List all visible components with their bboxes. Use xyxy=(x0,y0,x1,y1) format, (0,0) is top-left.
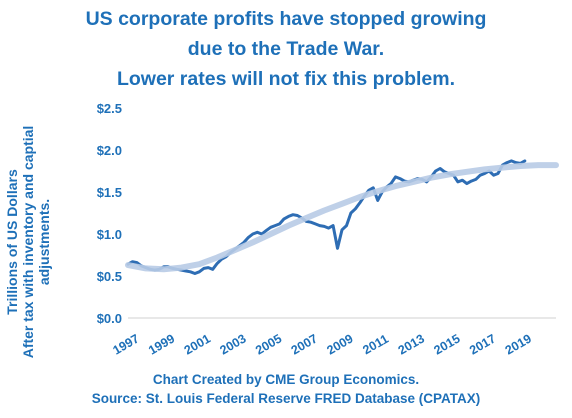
x-tick-label: 2001 xyxy=(182,331,213,357)
x-tick-label: 1999 xyxy=(146,331,177,357)
source-line: Source: St. Louis Federal Reserve FRED D… xyxy=(91,391,481,406)
y-axis-label: Trillions of US Dollars After tax with i… xyxy=(4,126,52,359)
chart-title-line-3: Lower rates will not fix this problem. xyxy=(116,68,456,90)
chart-title-line-1: US corporate profits have stopped growin… xyxy=(85,8,487,30)
x-tick-label: 2007 xyxy=(289,331,320,357)
y-tick-label: $1.0 xyxy=(97,227,122,242)
y-axis-label-line-2: After tax with inventory and captial xyxy=(20,126,36,359)
y-tick-label: $2.5 xyxy=(97,101,122,116)
credit-line: Chart Created by CME Group Economics. xyxy=(152,372,420,387)
x-tick-label: 2017 xyxy=(467,331,498,357)
x-tick-label: 2009 xyxy=(324,331,355,357)
y-tick-label: $1.5 xyxy=(97,185,122,200)
x-tick-label: 2005 xyxy=(253,331,284,357)
y-tick-label: $0.0 xyxy=(97,311,122,326)
y-axis-ticks: $0.0 $0.5 $1.0 $1.5 $2.0 $2.5 xyxy=(97,101,122,326)
trend-series-line xyxy=(125,162,559,273)
x-tick-label: 1997 xyxy=(110,331,141,357)
x-tick-label: 2011 xyxy=(360,332,391,358)
chart-title-line-2: due to the Trade War. xyxy=(187,38,385,60)
y-tick-label: $2.0 xyxy=(97,143,122,158)
profits-series-line xyxy=(126,159,527,275)
x-tick-label: 2003 xyxy=(217,331,248,357)
x-tick-label: 2013 xyxy=(396,331,427,357)
y-axis-label-line-1: Trillions of US Dollars xyxy=(4,169,20,315)
x-tick-label: 2015 xyxy=(431,331,462,357)
x-axis-ticks: 1997 1999 2001 2003 2005 2007 2009 2011 2013 2015… xyxy=(110,331,533,357)
x-tick-label: 2019 xyxy=(503,331,534,357)
y-axis-label-line-3: adjustments. xyxy=(36,199,52,285)
y-tick-label: $0.5 xyxy=(97,269,122,284)
series-layer xyxy=(125,159,559,275)
